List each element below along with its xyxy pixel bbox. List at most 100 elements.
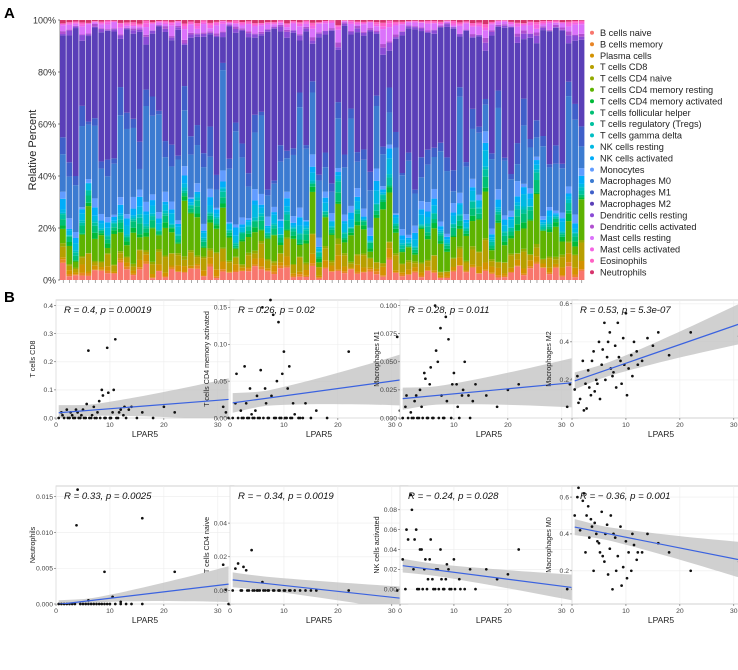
bar-segment [124,129,130,214]
bar-segment [201,248,207,257]
bar-segment [502,263,508,274]
bar-segment [412,261,418,263]
bar-segment [316,262,322,267]
bar-segment [444,273,450,276]
bar-segment [169,268,175,270]
bar-segment [553,211,559,214]
data-point [256,395,259,398]
bar-segment [150,20,156,22]
bar-segment [60,263,66,280]
bar-segment [521,39,527,99]
bar-segment [316,276,322,277]
bar-segment [310,37,316,40]
data-point [242,566,245,569]
bar-segment [399,243,405,245]
bar-segment [457,249,463,257]
bar-segment [175,272,181,280]
bar-segment [489,248,495,250]
bar-segment [182,20,188,24]
bar-segment [534,262,540,264]
bar-segment [271,181,277,184]
legend-swatch [590,179,594,183]
data-point [107,391,110,394]
bar-segment [534,36,540,44]
bar-segment [387,112,393,144]
bar-segment [438,231,444,233]
bar-segment [540,20,546,21]
bar-segment [553,216,559,217]
bar-segment [143,261,149,263]
bar-segment [387,177,393,185]
bar-segment [92,239,98,261]
data-point [612,371,615,374]
correlation-annotation: R = 0.4, p = 0.00019 [64,305,152,316]
bar-segment [559,22,565,23]
bar-segment [425,21,431,23]
bar-segment [137,260,143,267]
bar-segment [233,271,239,273]
bar-segment [137,250,143,260]
data-point [401,417,404,420]
bar-segment [310,29,316,37]
bar-segment [387,23,393,27]
bar-segment [316,175,322,181]
legend-label: NK cells resting [600,142,664,152]
bar-segment [425,217,431,224]
bar-segment [156,229,162,230]
bar-segment [73,260,79,261]
bar-segment [316,20,322,22]
bar-segment [527,22,533,23]
data-point [136,417,139,420]
bar-segment [470,201,476,202]
bar-segment [374,204,380,205]
data-point [103,603,106,606]
bar-segment [60,259,66,263]
bar-segment [342,238,348,240]
bar-segment [470,216,476,221]
bar-segment [310,180,316,182]
bar-segment [271,27,277,28]
bar-segment [495,26,501,27]
bar-segment [169,213,175,224]
bar-segment [201,238,207,240]
bar-segment [143,20,149,21]
bar-segment [342,215,348,221]
bar-segment [111,28,117,29]
bar-segment [73,20,79,21]
bar-segment [207,25,213,28]
bar-segment [303,276,309,277]
y-tick-label: 0.000 [36,601,53,608]
data-point [114,338,117,341]
data-point [620,382,623,385]
bar-segment [579,126,585,146]
correlation-annotation: R = − 0.34, p = 0.0019 [238,491,334,502]
bar-segment [399,22,405,24]
bar-segment [143,233,149,237]
bar-segment [188,24,194,33]
bar-segment [566,43,572,82]
data-point [83,417,86,420]
bar-segment [182,183,188,187]
bar-segment [367,242,373,243]
bar-segment [98,214,104,221]
bar-segment [290,229,296,232]
data-point [668,551,671,554]
bar-segment [547,232,553,256]
bar-segment [489,237,495,240]
bar-segment [559,30,565,31]
bar-segment [66,266,72,270]
bar-segment [66,230,72,235]
bar-segment [92,118,98,126]
bar-segment [201,242,207,246]
bar-segment [207,223,213,249]
bar-segment [111,227,117,230]
bar-segment [265,235,271,237]
bar-segment [284,20,290,23]
bar-segment [425,24,431,31]
bar-segment [457,26,463,34]
y-tick-label: 0.100 [380,303,397,310]
bar-segment [476,25,482,27]
bar-segment [451,267,457,271]
bar-segment [233,24,239,27]
bar-segment [214,23,220,25]
